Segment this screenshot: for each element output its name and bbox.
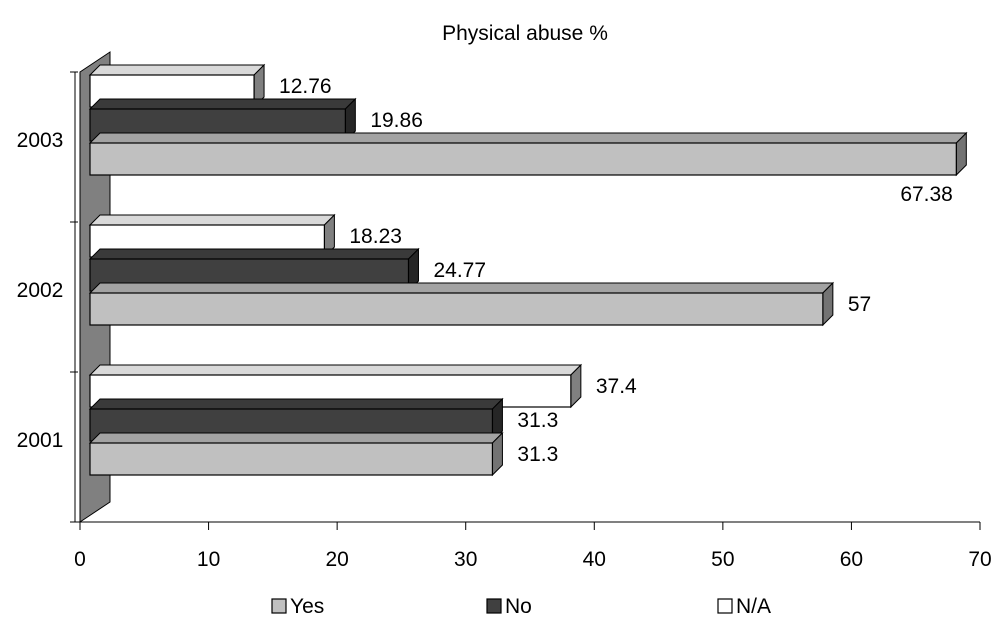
bar-yes-2003	[88, 131, 968, 177]
category-label: 2001	[17, 429, 64, 452]
bars	[88, 63, 968, 477]
bar-top-face	[88, 364, 583, 376]
data-label: 12.76	[279, 75, 332, 98]
x-tick-label: 40	[583, 548, 606, 571]
data-label: 31.3	[517, 443, 558, 466]
bar-top-face	[88, 98, 357, 110]
data-label: 57	[848, 293, 871, 316]
legend-label: N/A	[736, 595, 771, 618]
bar-yes-2002	[88, 281, 835, 327]
bar-top-face	[88, 214, 336, 226]
x-tick-label: 10	[197, 548, 220, 571]
legend-swatch	[717, 598, 733, 614]
chart-title: Physical abuse %	[442, 22, 608, 45]
legend-label: Yes	[290, 595, 324, 618]
category-label: 2003	[17, 129, 64, 152]
legend-swatch	[486, 598, 502, 614]
bar-front-face	[89, 292, 824, 326]
bar-top-face	[88, 282, 835, 294]
data-label: 67.38	[900, 183, 953, 206]
axes: 0 10 20 30 40 50 60 70 2001 2002 2003	[17, 71, 992, 571]
x-tick-label: 50	[711, 548, 734, 571]
data-label: 31.3	[517, 409, 558, 432]
x-tick-label: 30	[454, 548, 477, 571]
bar-top-face	[88, 64, 266, 76]
x-tick-label: 20	[325, 548, 348, 571]
x-tick-label: 0	[74, 548, 86, 571]
bar-top-face	[88, 132, 968, 144]
data-label: 37.4	[596, 375, 637, 398]
bar-yes-2001	[88, 431, 504, 477]
data-labels: 37.4 31.3 31.3 18.23 24.77 57 12.76 19.86 67.38	[279, 75, 953, 466]
bar-front-face	[89, 142, 957, 176]
legend: Yes No N/A	[271, 595, 771, 618]
bar-front-face	[89, 442, 494, 476]
category-label: 2002	[17, 279, 64, 302]
bar-top-face	[88, 432, 504, 444]
x-tick-label: 70	[968, 548, 991, 571]
data-label: 19.86	[370, 109, 423, 132]
bar-top-face	[88, 398, 504, 410]
legend-swatch	[271, 598, 287, 614]
data-label: 18.23	[349, 225, 402, 248]
x-tick-label: 60	[840, 548, 863, 571]
legend-label: No	[505, 595, 532, 618]
data-label: 24.77	[433, 259, 486, 282]
bar-top-face	[88, 248, 420, 260]
